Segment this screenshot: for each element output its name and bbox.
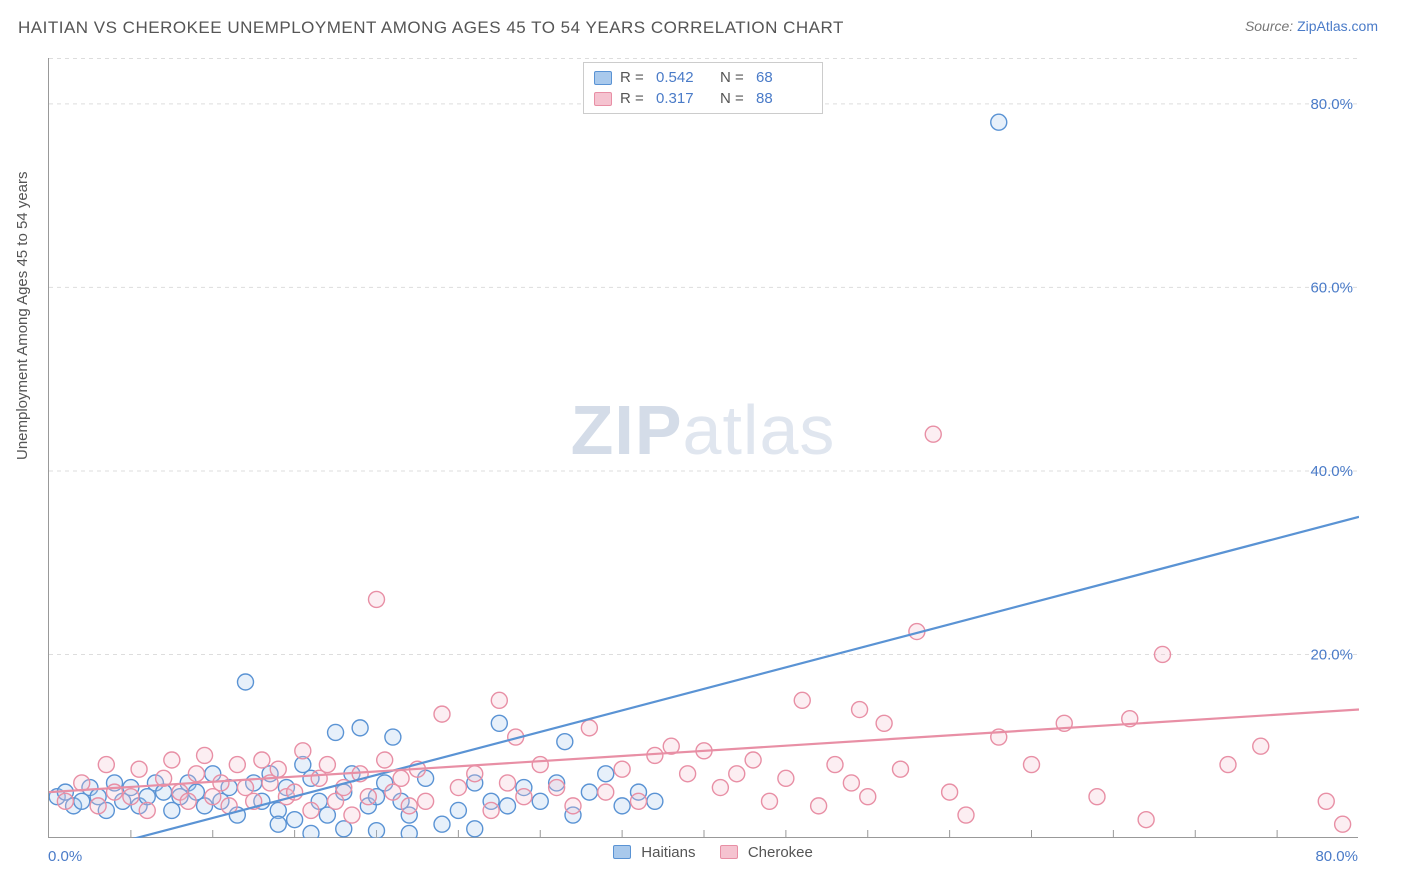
- bottom-legend-label-haitians: Haitians: [641, 844, 695, 861]
- svg-text:20.0%: 20.0%: [1310, 646, 1353, 663]
- stats-r-value-0: 0.542: [656, 69, 712, 86]
- bottom-legend-swatch-haitians: [613, 845, 631, 859]
- stats-r-label: R =: [620, 69, 648, 86]
- chart-title: HAITIAN VS CHEROKEE UNEMPLOYMENT AMONG A…: [18, 18, 844, 38]
- legend-swatch-haitians: [594, 71, 612, 85]
- y-axis-label: Unemployment Among Ages 45 to 54 years: [14, 171, 31, 460]
- plot-area: 20.0% 40.0% 60.0% 80.0%: [48, 58, 1358, 838]
- chart-container: HAITIAN VS CHEROKEE UNEMPLOYMENT AMONG A…: [0, 0, 1406, 892]
- bottom-legend-label-cherokee: Cherokee: [748, 844, 813, 861]
- scatter-plot-svg: 20.0% 40.0% 60.0% 80.0%: [49, 58, 1359, 838]
- stats-legend-row-0: R = 0.542 N = 68: [594, 67, 812, 88]
- stats-legend: R = 0.542 N = 68 R = 0.317 N = 88: [583, 62, 823, 114]
- stats-n-value-1: 88: [756, 90, 812, 107]
- stats-legend-row-1: R = 0.317 N = 88: [594, 88, 812, 109]
- svg-text:40.0%: 40.0%: [1310, 463, 1353, 480]
- legend-swatch-cherokee: [594, 92, 612, 106]
- stats-n-label: N =: [720, 90, 748, 107]
- source-link[interactable]: ZipAtlas.com: [1297, 18, 1378, 34]
- svg-text:60.0%: 60.0%: [1310, 279, 1353, 296]
- stats-r-value-1: 0.317: [656, 90, 712, 107]
- source-attribution: Source: ZipAtlas.com: [1245, 18, 1378, 34]
- bottom-legend-swatch-cherokee: [720, 845, 738, 859]
- source-prefix: Source:: [1245, 18, 1297, 34]
- svg-text:80.0%: 80.0%: [1310, 96, 1353, 113]
- stats-n-label: N =: [720, 69, 748, 86]
- bottom-legend: Haitians Cherokee: [0, 844, 1406, 861]
- stats-n-value-0: 68: [756, 69, 812, 86]
- stats-r-label: R =: [620, 90, 648, 107]
